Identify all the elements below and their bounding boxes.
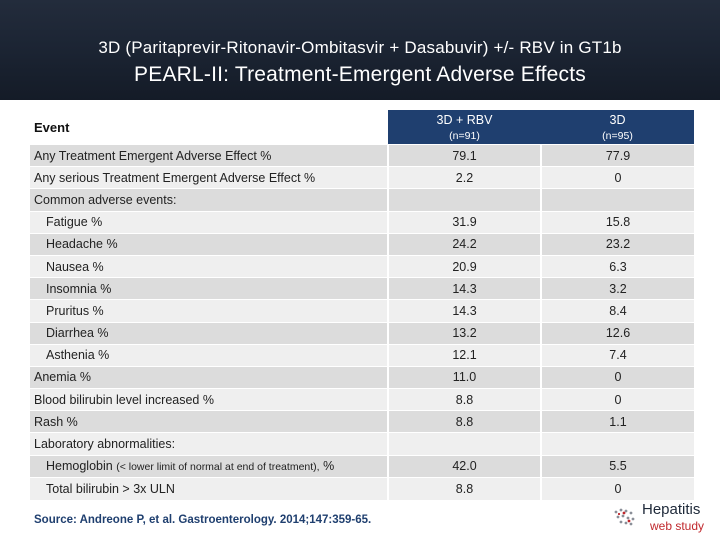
- row-label: Diarrhea %: [30, 321, 388, 345]
- event-column-header: Event: [30, 110, 388, 145]
- value-3d: 8.4: [540, 299, 694, 322]
- row-label: Anemia %: [30, 365, 388, 389]
- value-3d: 0: [540, 166, 694, 189]
- row-label: Rash %: [30, 410, 388, 433]
- value-3d-rbv: 13.2: [387, 321, 541, 345]
- table-row: Total bilirubin > 3x ULN 8.8 0: [30, 476, 694, 500]
- slide-subtitle: PEARL-II: Treatment-Emergent Adverse Eff…: [134, 63, 586, 86]
- table-row: Hemoglobin (< lower limit of normal at e…: [30, 454, 694, 478]
- arm-label: 3D: [609, 112, 626, 127]
- table-row: Diarrhea % 13.2 12.6: [30, 321, 694, 345]
- value-3d: 23.2: [540, 232, 694, 256]
- value-3d-rbv: [387, 432, 541, 456]
- value-3d: 6.3: [540, 254, 694, 278]
- value-3d-rbv: 20.9: [387, 254, 541, 278]
- table-row: Pruritus % 14.3 8.4: [30, 299, 694, 322]
- value-3d-rbv: 79.1: [387, 143, 541, 167]
- table-row: Insomnia % 14.3 3.2: [30, 277, 694, 300]
- table-row: Any serious Treatment Emergent Adverse E…: [30, 166, 694, 189]
- slide-title: 3D (Paritaprevir-Ritonavir-Ombitasvir + …: [98, 38, 622, 57]
- section-label: Common adverse events:: [30, 188, 388, 212]
- row-label: Any serious Treatment Emergent Adverse E…: [30, 166, 388, 189]
- row-label: Insomnia %: [30, 277, 388, 300]
- arm-n: (n=91): [449, 129, 480, 142]
- value-3d: 15.8: [540, 210, 694, 234]
- row-label: Asthenia %: [30, 343, 388, 367]
- table-row: Headache % 24.2 23.2: [30, 232, 694, 256]
- table-row: Anemia % 11.0 0: [30, 365, 694, 389]
- table-row: Nausea % 20.9 6.3: [30, 254, 694, 278]
- value-3d-rbv: 8.8: [387, 410, 541, 433]
- value-3d: 77.9: [540, 143, 694, 167]
- row-label-suffix: %: [323, 459, 335, 474]
- table-row: Rash % 8.8 1.1: [30, 410, 694, 433]
- section-row: Laboratory abnormalities:: [30, 432, 694, 456]
- section-label: Laboratory abnormalities:: [30, 432, 388, 456]
- value-3d-rbv: 42.0: [387, 454, 541, 478]
- value-3d: 0: [540, 365, 694, 389]
- value-3d-rbv: 8.8: [387, 388, 541, 411]
- value-3d-rbv: 12.1: [387, 343, 541, 367]
- row-label: Total bilirubin > 3x ULN: [30, 476, 388, 500]
- value-3d: 1.1: [540, 410, 694, 433]
- source-citation: Source: Andreone P, et al. Gastroenterol…: [34, 514, 372, 526]
- value-3d-rbv: [387, 188, 541, 212]
- column-header-3d: 3D (n=95): [541, 110, 694, 145]
- row-label: Any Treatment Emergent Adverse Effect %: [30, 143, 388, 167]
- logo-title: Hepatitis: [642, 501, 701, 518]
- row-label: Blood bilirubin level increased %: [30, 388, 388, 411]
- value-3d: 7.4: [540, 343, 694, 367]
- row-label-main: Hemoglobin: [46, 459, 113, 474]
- row-label: Pruritus %: [30, 299, 388, 322]
- value-3d: 3.2: [540, 277, 694, 300]
- table-row: Blood bilirubin level increased % 8.8 0: [30, 388, 694, 411]
- value-3d-rbv: 2.2: [387, 166, 541, 189]
- row-label: Headache %: [30, 232, 388, 256]
- arm-label: 3D + RBV: [436, 112, 493, 127]
- row-label-note: (< lower limit of normal at end of treat…: [116, 461, 320, 474]
- column-header-3d-rbv: 3D + RBV (n=91): [388, 110, 541, 145]
- adverse-effects-table: Event 3D + RBV (n=91) 3D (n=95) Any Trea…: [30, 110, 694, 500]
- value-3d: 5.5: [540, 454, 694, 478]
- value-3d-rbv: 14.3: [387, 277, 541, 300]
- value-3d-rbv: 8.8: [387, 476, 541, 500]
- table-header-row: Event 3D + RBV (n=91) 3D (n=95): [30, 110, 694, 145]
- liver-dots-icon: [614, 508, 635, 526]
- section-row: Common adverse events:: [30, 188, 694, 212]
- title-banner: 3D (Paritaprevir-Ritonavir-Ombitasvir + …: [0, 0, 720, 100]
- value-3d-rbv: 31.9: [387, 210, 541, 234]
- arm-n: (n=95): [602, 129, 633, 142]
- row-label: Fatigue %: [30, 210, 388, 234]
- value-3d: 0: [540, 476, 694, 500]
- value-3d-rbv: 14.3: [387, 299, 541, 322]
- value-3d-rbv: 24.2: [387, 232, 541, 256]
- table-row: Any Treatment Emergent Adverse Effect % …: [30, 143, 694, 167]
- logo-subtitle: web study: [650, 519, 705, 533]
- row-label: Nausea %: [30, 254, 388, 278]
- value-3d-rbv: 11.0: [387, 365, 541, 389]
- value-3d: [540, 432, 694, 456]
- value-3d: 0: [540, 388, 694, 411]
- value-3d: 12.6: [540, 321, 694, 345]
- hepatitis-web-study-logo: Hepatitis web study: [612, 500, 712, 534]
- table-row: Fatigue % 31.9 15.8: [30, 210, 694, 234]
- row-label: Hemoglobin (< lower limit of normal at e…: [30, 454, 388, 478]
- value-3d: [540, 188, 694, 212]
- table-row: Asthenia % 12.1 7.4: [30, 343, 694, 367]
